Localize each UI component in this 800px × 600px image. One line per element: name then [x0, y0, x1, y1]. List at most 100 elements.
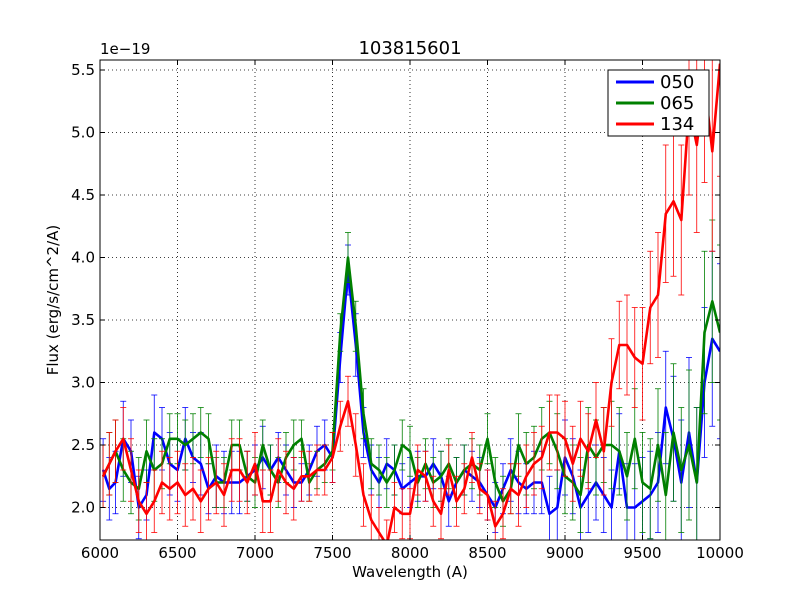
data-point — [401, 512, 404, 515]
data-point — [184, 494, 187, 496]
data-point — [246, 481, 249, 484]
data-point — [168, 487, 171, 490]
data-point — [230, 469, 233, 471]
data-point — [292, 444, 295, 446]
y-tick-label: 4.5 — [71, 186, 95, 204]
y-scale-label: 1e−19 — [100, 40, 150, 58]
data-point — [168, 437, 171, 440]
data-point — [587, 494, 590, 496]
data-point — [695, 481, 698, 484]
data-point — [385, 481, 388, 484]
data-point — [471, 456, 473, 459]
data-point — [618, 450, 621, 453]
data-point — [533, 462, 535, 465]
data-point — [184, 444, 187, 446]
data-point — [478, 487, 481, 490]
data-point — [525, 475, 528, 478]
x-tick-label: 10000 — [696, 544, 744, 562]
data-point — [502, 512, 504, 515]
data-point — [339, 425, 342, 428]
data-point — [261, 500, 264, 503]
data-point — [347, 256, 349, 259]
data-point — [199, 500, 202, 503]
data-point — [238, 469, 241, 471]
data-point — [285, 481, 287, 484]
data-point — [664, 406, 667, 409]
x-tick-label: 6500 — [158, 544, 196, 562]
data-point — [223, 494, 225, 496]
data-point — [564, 437, 566, 440]
data-point — [641, 362, 644, 365]
data-point — [649, 487, 652, 490]
data-point — [440, 475, 442, 478]
data-point — [579, 437, 582, 440]
data-point — [277, 469, 280, 471]
data-point — [447, 469, 450, 471]
data-point — [401, 444, 404, 446]
data-point — [362, 494, 365, 496]
axis-ticks: 6000 6500 7000 7500 8000 8500 9000 9500 10000 2.0… — [71, 60, 744, 562]
data-point — [610, 444, 613, 446]
data-point — [207, 437, 210, 440]
data-point — [261, 444, 264, 446]
data-point — [215, 481, 218, 484]
data-point — [145, 512, 148, 515]
data-point — [672, 200, 675, 203]
data-point — [114, 450, 117, 453]
data-point — [595, 419, 597, 421]
data-point — [254, 462, 256, 465]
data-point — [602, 450, 605, 453]
data-point — [626, 344, 628, 346]
data-point — [102, 475, 104, 478]
data-point — [672, 431, 675, 434]
data-point — [378, 469, 380, 471]
data-point — [176, 481, 179, 484]
data-point — [269, 500, 272, 503]
data-point — [649, 306, 652, 309]
data-point — [455, 500, 458, 503]
data-point — [339, 331, 342, 334]
x-tick-label: 9500 — [623, 544, 661, 562]
data-point — [354, 325, 357, 328]
data-point — [517, 494, 520, 496]
data-point — [610, 506, 613, 509]
data-point — [362, 412, 365, 415]
data-point — [618, 344, 621, 346]
data-point — [626, 475, 628, 478]
data-point — [509, 487, 512, 490]
y-tick-label: 5.0 — [71, 124, 95, 142]
data-point — [292, 487, 295, 490]
data-point — [108, 462, 111, 465]
data-point — [657, 294, 659, 296]
data-point — [409, 450, 411, 453]
y-tick-label: 4.0 — [71, 249, 95, 267]
data-point — [641, 481, 644, 484]
data-point — [463, 487, 466, 490]
data-point — [657, 444, 659, 446]
y-tick-label: 3.0 — [71, 374, 95, 392]
y-axis-label: Flux (erg/s/cm^2/A) — [44, 225, 62, 376]
data-point — [440, 512, 442, 515]
data-point — [192, 487, 194, 490]
data-point — [161, 481, 163, 484]
data-point — [199, 431, 202, 434]
data-point — [633, 506, 636, 509]
data-point — [145, 450, 148, 453]
y-tick-label: 2.0 — [71, 499, 95, 517]
data-point — [587, 450, 590, 453]
data-point — [130, 469, 132, 471]
legend: 050 065 134 — [607, 69, 710, 137]
data-point — [122, 437, 125, 440]
data-point — [424, 475, 427, 478]
data-point — [633, 437, 636, 440]
chart-title: 103815601 — [358, 38, 461, 59]
data-point — [300, 475, 303, 478]
data-point — [323, 469, 326, 471]
data-point — [199, 462, 202, 465]
data-point — [571, 462, 574, 465]
data-point — [664, 212, 667, 215]
x-tick-label: 9000 — [546, 544, 584, 562]
data-point — [316, 469, 318, 471]
data-point — [192, 437, 194, 440]
x-tick-label: 6000 — [81, 544, 119, 562]
